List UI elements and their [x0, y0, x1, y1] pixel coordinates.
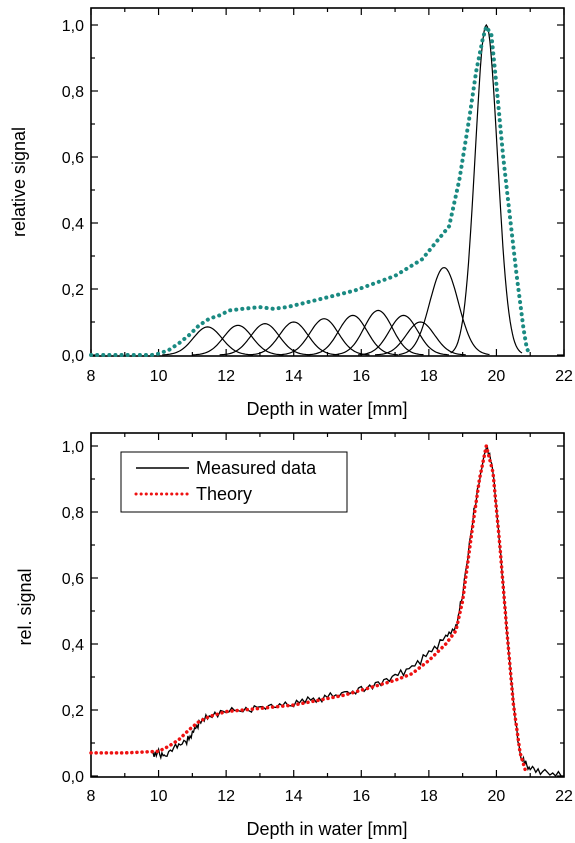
bottom-series [89, 445, 564, 778]
bottom-y-tick-label: 0,2 [62, 703, 84, 720]
top-x-tick-label: 22 [555, 368, 573, 385]
top-x-tick-label: 20 [488, 368, 506, 385]
chart-bottom: Measured data Theory 8 10 12 14 16 18 20… [15, 432, 573, 839]
component-curve [374, 321, 466, 356]
bottom-x-tick-label: 12 [217, 788, 235, 805]
top-y-tick-label: 0,6 [62, 150, 84, 167]
bottom-y-axis-title: rel. signal [15, 568, 35, 645]
top-sum-series [89, 21, 533, 357]
bottom-x-tick-label: 14 [285, 788, 303, 805]
component-curve [162, 326, 253, 356]
top-x-tick-label: 12 [217, 368, 235, 385]
bottom-y-tick-label: 0,0 [62, 769, 84, 786]
bottom-y-tick-labels: 0,0 0,2 0,4 0,6 0,8 1,0 [62, 439, 84, 786]
component-curve [248, 321, 340, 356]
component-curve [398, 266, 490, 356]
component-curve [358, 314, 449, 356]
bottom-x-tick-label: 20 [488, 788, 506, 805]
component-curve [192, 324, 284, 356]
top-x-tick-label: 8 [87, 368, 96, 385]
bottom-x-tick-label: 16 [352, 788, 370, 805]
bottom-legend: Measured data Theory [120, 451, 348, 513]
top-x-tick-labels: 8 10 12 14 16 18 20 22 [87, 368, 573, 385]
component-curve [450, 23, 523, 354]
top-x-tick-label: 14 [285, 368, 303, 385]
bottom-y-tick-label: 0,6 [62, 571, 84, 588]
bottom-x-tick-label: 8 [87, 788, 96, 805]
top-y-tick-label: 0,2 [62, 282, 84, 299]
bottom-x-tick-labels: 8 10 12 14 16 18 20 22 [87, 788, 573, 805]
component-curve [219, 322, 311, 356]
bottom-y-tick-label: 0,8 [62, 505, 84, 522]
bottom-x-tick-label: 18 [420, 788, 438, 805]
top-y-axis-title: relative signal [9, 127, 29, 237]
sum-series-line [89, 21, 533, 357]
top-y-tick-label: 0,0 [62, 348, 84, 365]
top-y-tick-label: 0,4 [62, 216, 84, 233]
bottom-y-tick-label: 1,0 [62, 439, 84, 456]
top-x-tick-label: 10 [150, 368, 168, 385]
top-x-tick-label: 18 [420, 368, 438, 385]
top-x-tick-label: 16 [352, 368, 370, 385]
chart-top: 8 10 12 14 16 18 20 22 0,0 0,2 0,4 0,6 0… [9, 7, 573, 419]
legend-box [120, 451, 348, 513]
component-curve [278, 318, 370, 356]
bottom-y-tick-label: 0,4 [62, 637, 84, 654]
legend-theory-label: Theory [196, 484, 252, 504]
top-x-axis-title: Depth in water [mm] [246, 399, 407, 419]
component-curve [332, 309, 424, 356]
theory-line [89, 445, 527, 772]
legend-measured-label: Measured data [196, 458, 317, 478]
top-y-tick-labels: 0,0 0,2 0,4 0,6 0,8 1,0 [62, 18, 84, 365]
bottom-x-axis-title: Depth in water [mm] [246, 819, 407, 839]
top-y-tick-label: 1,0 [62, 18, 84, 35]
bottom-x-tick-label: 10 [150, 788, 168, 805]
top-component-curves [162, 23, 523, 356]
bottom-x-tick-label: 22 [555, 788, 573, 805]
top-y-tick-label: 0,8 [62, 84, 84, 101]
component-curve [307, 314, 399, 356]
top-axis-ticks [90, 8, 565, 356]
